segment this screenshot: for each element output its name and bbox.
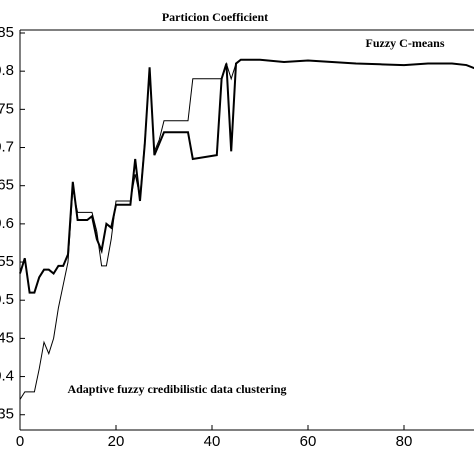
series-label: Fuzzy C-means bbox=[366, 36, 445, 50]
x-tick-label: 40 bbox=[204, 433, 221, 450]
series-line bbox=[19, 59, 474, 400]
y-tick-label: 0.7 bbox=[0, 138, 14, 155]
y-tick-label: 0.8 bbox=[0, 62, 14, 79]
x-tick-label: 60 bbox=[300, 433, 317, 450]
x-tick-label: 80 bbox=[396, 433, 413, 450]
x-tick-label: 0 bbox=[16, 433, 24, 450]
x-tick-label: 20 bbox=[108, 433, 125, 450]
y-tick-label: 0.75 bbox=[0, 100, 14, 117]
chart-title: Particion Coefficient bbox=[162, 10, 268, 24]
y-tick-label: 0.55 bbox=[0, 253, 14, 270]
y-tick-label: 0.4 bbox=[0, 368, 14, 385]
y-tick-label: 0.45 bbox=[0, 329, 14, 346]
series-line bbox=[19, 58, 474, 294]
series-label: Adaptive fuzzy credibilistic data cluste… bbox=[67, 382, 286, 396]
y-tick-label: 0.85 bbox=[0, 24, 14, 41]
y-tick-label: 0.65 bbox=[0, 177, 14, 194]
y-tick-label: 0.6 bbox=[0, 215, 14, 232]
y-tick-label: 0.35 bbox=[0, 406, 14, 423]
y-tick-label: 0.5 bbox=[0, 291, 14, 308]
